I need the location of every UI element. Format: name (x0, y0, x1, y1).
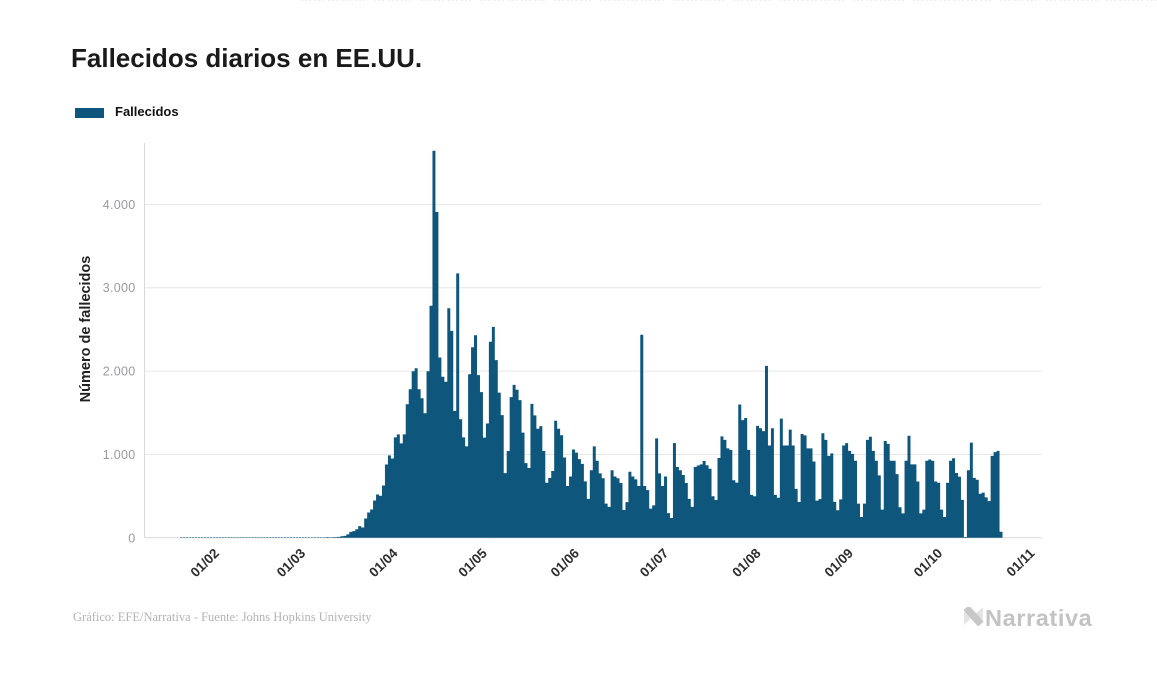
svg-text:01/07: 01/07 (637, 546, 672, 581)
svg-text:Número de fallecidos: Número de fallecidos (78, 256, 94, 403)
svg-text:01/02: 01/02 (188, 546, 223, 581)
svg-text:01/05: 01/05 (455, 545, 490, 580)
svg-text:4.000: 4.000 (103, 198, 136, 212)
svg-text:01/10: 01/10 (911, 546, 946, 581)
svg-text:01/11: 01/11 (1004, 545, 1038, 579)
svg-text:01/04: 01/04 (366, 545, 401, 580)
svg-text:0: 0 (128, 531, 135, 545)
svg-text:01/09: 01/09 (822, 546, 857, 581)
svg-text:2.000: 2.000 (103, 365, 136, 379)
svg-text:01/06: 01/06 (548, 545, 583, 580)
svg-text:01/03: 01/03 (274, 545, 309, 580)
svg-text:3.000: 3.000 (103, 281, 136, 295)
svg-text:1.000: 1.000 (103, 448, 136, 462)
svg-text:01/08: 01/08 (729, 545, 764, 580)
